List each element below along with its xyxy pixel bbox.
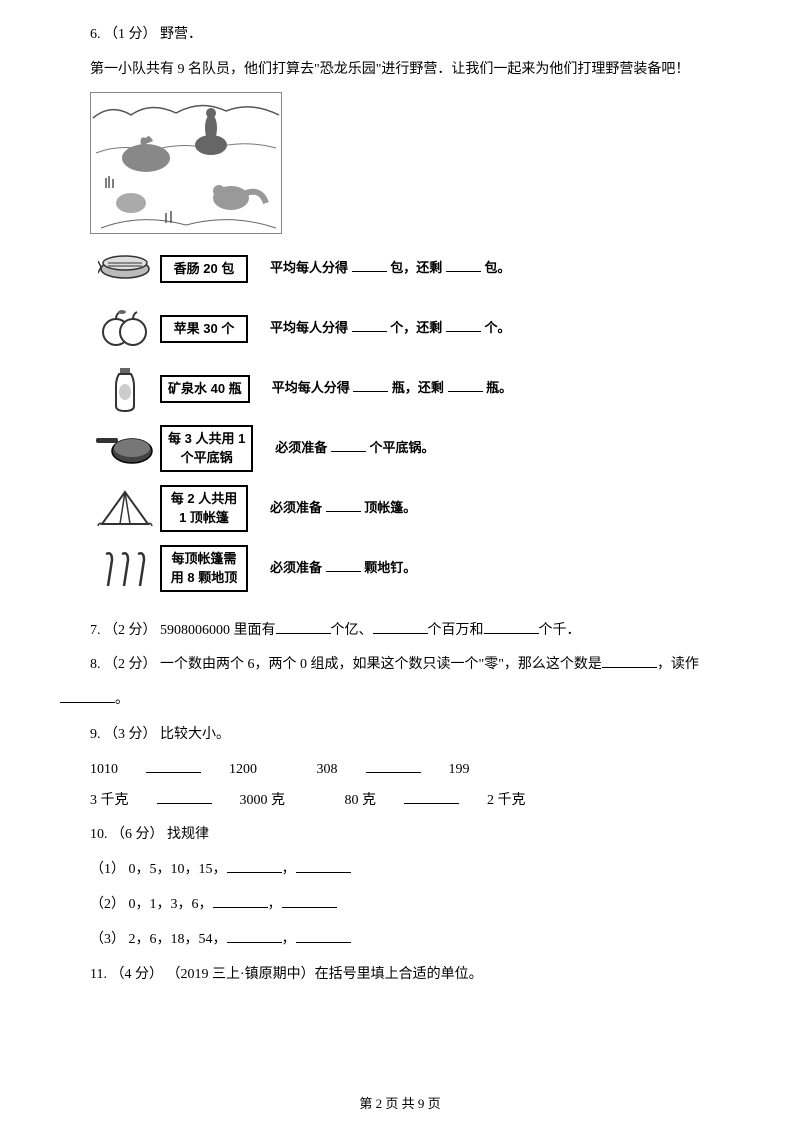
t: 个。 [481,320,511,335]
t: 瓶。 [483,380,513,395]
blank[interactable] [296,858,351,873]
question-11: 11. （4 分） （2019 三上·镇原期中）在括号里填上合适的单位。 [90,960,730,991]
blank[interactable] [448,380,483,393]
t: 包。 [481,260,511,275]
apple-icon [90,304,160,354]
page-footer: 第 2 页 共 9 页 [0,1093,800,1112]
blank[interactable] [484,619,539,634]
t: 必须准备 [270,560,326,575]
t: ，读作 [657,657,699,672]
blank[interactable] [276,619,331,634]
blank[interactable] [157,789,212,804]
t: 个平底锅。 [366,440,435,455]
t: 1010 [90,762,118,777]
blank[interactable] [296,928,351,943]
blank[interactable] [326,560,361,573]
blank[interactable] [446,320,481,333]
question-9-items: 1010 1200 308 199 3 千克 3000 克 80 克 2 千克 [90,755,730,817]
t: 个千． [539,623,581,638]
question-9-title: 9. （3 分） 比较大小。 [90,720,730,751]
question-10-3: （3） 2，6，18，54， ， [90,925,730,956]
blank[interactable] [353,380,388,393]
t: （1） 0，5，10，15， [90,862,227,877]
t: 瓶，还剩 [388,380,447,395]
question-10-title: 10. （6 分） 找规律 [90,820,730,851]
dinosaur-park-image [90,92,282,234]
question-8: 8. （2 分） 一个数由两个 6，两个 0 组成，如果这个数只读一个"零"，那… [90,650,730,681]
question-6-title: 6. （1 分） 野营． [90,20,730,51]
t: 80 克 [345,793,377,808]
t: 7. （2 分） 5908006000 里面有 [90,623,276,638]
blank[interactable] [602,653,657,668]
t: 308 [317,762,338,777]
pan-box: 每 3 人共用 1 个平底锅 [160,425,253,471]
question-10-1: （1） 0，5，10，15， ， [90,855,730,886]
stake-icon [90,544,160,594]
camp-row-pan: 每 3 人共用 1 个平底锅 必须准备 个平底锅。 [90,424,730,474]
t: 2 千克 [487,793,526,808]
t: ， [268,897,282,912]
camp-row-stake: 每顶帐篷需 用 8 颗地顶 必须准备 颗地钉。 [90,544,730,594]
blank[interactable] [213,893,268,908]
blank[interactable] [326,500,361,513]
t: （2） 0，1，3，6， [90,897,213,912]
t: ， [282,862,296,877]
blank[interactable] [352,320,387,333]
blank[interactable] [352,260,387,273]
sausage-box: 香肠 20 包 [160,255,248,283]
camp-row-tent: 每 2 人共用 1 顶帐篷 必须准备 顶帐篷。 [90,484,730,534]
t: 平均每人分得 [270,320,352,335]
t: 个百万和 [428,623,484,638]
blank[interactable] [331,440,366,453]
blank[interactable] [227,928,282,943]
t: （3） 2，6，18，54， [90,932,227,947]
tent-box: 每 2 人共用 1 顶帐篷 [160,485,248,531]
t: 3 千克 [90,793,129,808]
question-6-desc: 第一小队共有 9 名队员，他们打算去"恐龙乐园"进行野营．让我们一起来为他们打理… [90,55,730,86]
t: 1200 [229,762,257,777]
camp-row-sausage: 香肠 20 包 平均每人分得 包，还剩 包。 [90,244,730,294]
t: 199 [449,762,470,777]
blank[interactable] [227,858,282,873]
t: 个亿、 [331,623,373,638]
blank[interactable] [373,619,428,634]
question-8b: 。 [60,685,730,716]
stake-box: 每顶帐篷需 用 8 颗地顶 [160,545,248,591]
camp-row-water: 矿泉水 40 瓶 平均每人分得 瓶，还剩 瓶。 [90,364,730,414]
t: ， [282,932,296,947]
t: 平均每人分得 [270,260,352,275]
tent-icon [90,484,160,534]
blank[interactable] [446,260,481,273]
blank[interactable] [60,688,115,703]
t: 必须准备 [270,500,326,515]
t: 8. （2 分） 一个数由两个 6，两个 0 组成，如果这个数只读一个"零"，那… [90,657,602,672]
water-bottle-icon [90,364,160,414]
camp-row-apple: 苹果 30 个 平均每人分得 个，还剩 个。 [90,304,730,354]
blank[interactable] [366,758,421,773]
water-box: 矿泉水 40 瓶 [160,375,250,403]
t: 顶帐篷。 [361,500,417,515]
t: 颗地钉。 [361,560,417,575]
t: 。 [115,692,129,707]
blank[interactable] [404,789,459,804]
pan-icon [90,424,160,474]
t: 个，还剩 [387,320,446,335]
t: 3000 克 [240,793,286,808]
question-10-2: （2） 0，1，3，6， ， [90,890,730,921]
t: 包，还剩 [387,260,446,275]
blank[interactable] [282,893,337,908]
apple-box: 苹果 30 个 [160,315,248,343]
blank[interactable] [146,758,201,773]
question-7: 7. （2 分） 5908006000 里面有 个亿、 个百万和 个千． [90,616,730,647]
t: 必须准备 [275,440,331,455]
t: 平均每人分得 [272,380,354,395]
sausage-icon [90,244,160,294]
